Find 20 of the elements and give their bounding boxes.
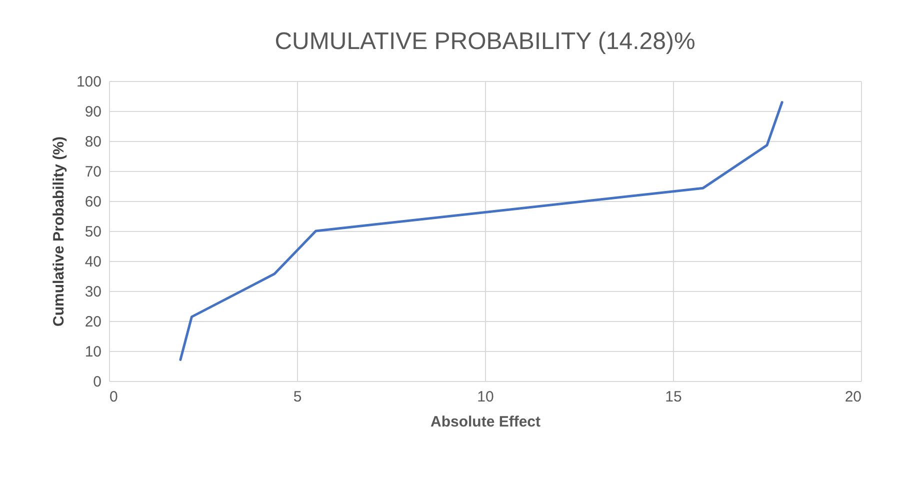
y-tick-label: 50: [84, 224, 102, 240]
y-tick-label: 20: [84, 314, 102, 330]
y-tick-label: 30: [84, 284, 102, 300]
x-tick-label: 20: [844, 388, 862, 406]
y-tick-label: 70: [84, 164, 102, 180]
x-tick-label: 10: [477, 388, 494, 406]
y-tick-label: 100: [76, 74, 102, 90]
x-tick-label: 5: [293, 388, 302, 406]
x-tick-label: 15: [665, 388, 682, 406]
y-tick-label: 90: [84, 104, 102, 120]
y-tick-label: 0: [93, 374, 102, 390]
y-axis-title: Cumulative Probability (%): [50, 136, 68, 327]
y-tick-label: 80: [84, 134, 102, 150]
x-axis-title: Absolute Effect: [430, 414, 541, 430]
x-tick-label: 0: [110, 388, 118, 406]
y-tick-label: 40: [84, 254, 102, 270]
y-tick-label: 10: [84, 344, 102, 360]
chart-title: CUMULATIVE PROBABILITY (14.28)%: [274, 28, 696, 55]
line-series: [179, 101, 784, 361]
y-tick-label: 60: [84, 194, 102, 210]
